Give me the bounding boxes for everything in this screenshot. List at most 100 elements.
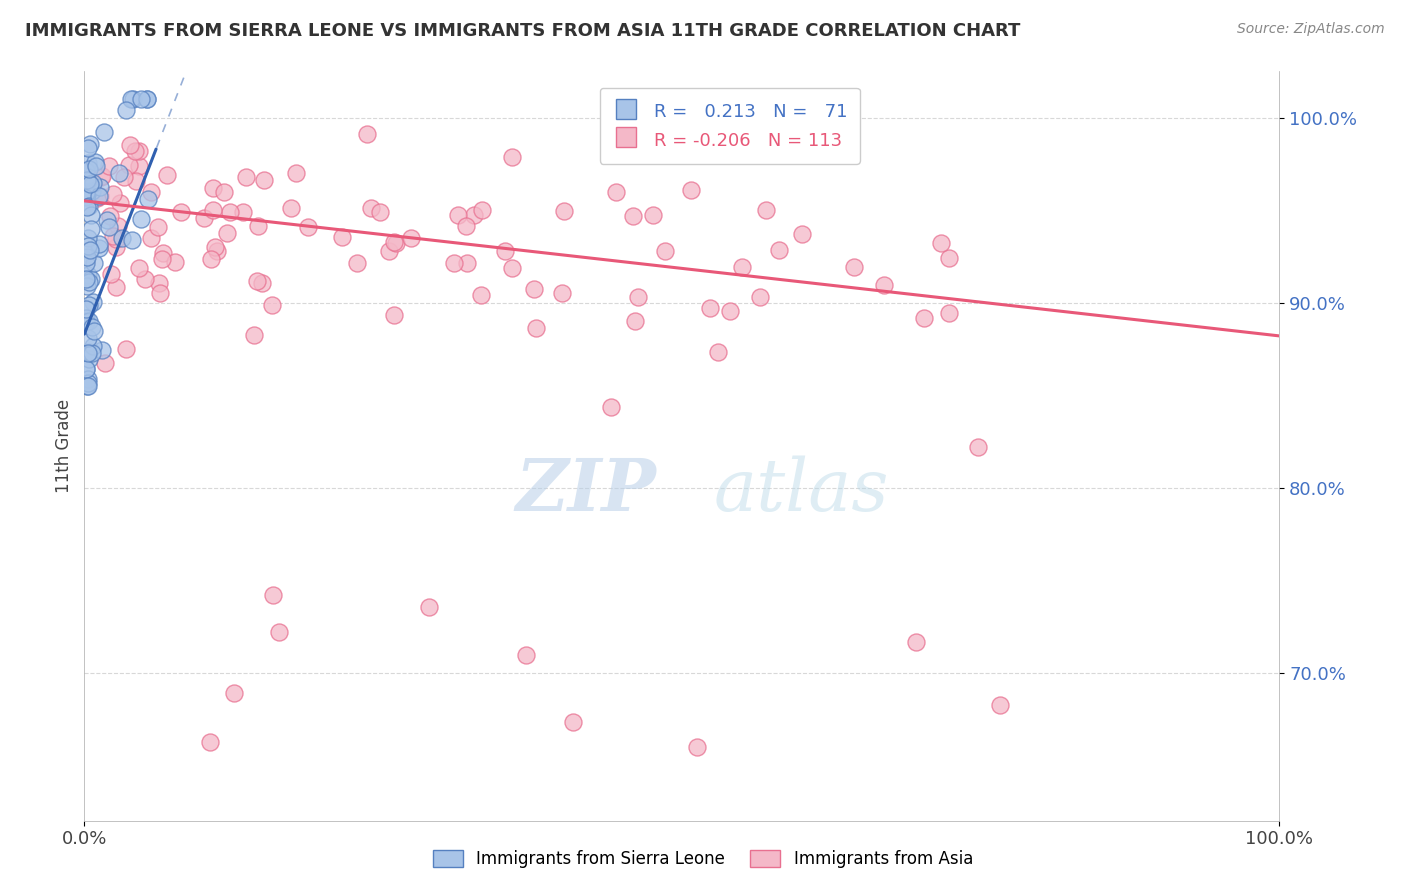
Point	[121, 92, 143, 106]
Point	[768, 243, 790, 257]
Point	[454, 219, 477, 233]
Point	[621, 209, 644, 223]
Point	[75, 315, 97, 329]
Point	[501, 150, 523, 164]
Point	[97, 220, 120, 235]
Point	[76, 268, 98, 283]
Point	[118, 158, 141, 172]
Point	[938, 306, 960, 320]
Point	[82, 294, 104, 309]
Point	[346, 256, 368, 270]
Point	[80, 209, 103, 223]
Point	[128, 159, 150, 173]
Point	[77, 141, 100, 155]
Point	[360, 201, 382, 215]
Point	[77, 155, 100, 169]
Point	[75, 186, 97, 200]
Point	[250, 276, 273, 290]
Point	[280, 201, 302, 215]
Point	[76, 346, 98, 360]
Text: Source: ZipAtlas.com: Source: ZipAtlas.com	[1237, 22, 1385, 37]
Point	[75, 186, 97, 200]
Point	[76, 279, 98, 293]
Text: atlas: atlas	[714, 456, 889, 526]
Point	[463, 208, 485, 222]
Point	[89, 189, 111, 203]
Point	[284, 166, 307, 180]
Point	[418, 600, 440, 615]
Point	[382, 308, 405, 322]
Point	[111, 231, 134, 245]
Point	[136, 92, 159, 106]
Point	[205, 244, 228, 259]
Point	[75, 361, 97, 376]
Point	[79, 178, 101, 192]
Point	[120, 92, 142, 106]
Point	[77, 231, 100, 245]
Point	[82, 176, 104, 190]
Point	[97, 159, 120, 173]
Point	[938, 251, 960, 265]
Point	[699, 301, 721, 315]
Point	[551, 285, 574, 300]
Point	[83, 324, 105, 338]
Text: IMMIGRANTS FROM SIERRA LEONE VS IMMIGRANTS FROM ASIA 11TH GRADE CORRELATION CHAR: IMMIGRANTS FROM SIERRA LEONE VS IMMIGRAN…	[25, 22, 1021, 40]
Point	[104, 280, 127, 294]
Point	[627, 290, 650, 304]
Point	[718, 304, 741, 318]
Point	[75, 164, 97, 178]
Point	[80, 272, 103, 286]
Point	[262, 588, 284, 602]
Point	[77, 198, 100, 212]
Point	[91, 169, 114, 183]
Point	[260, 298, 283, 312]
Point	[219, 205, 242, 219]
Point	[193, 211, 215, 225]
Point	[129, 211, 152, 226]
Point	[904, 634, 927, 648]
Point	[80, 222, 103, 236]
Point	[79, 244, 101, 258]
Point	[243, 327, 266, 342]
Point	[152, 245, 174, 260]
Point	[356, 128, 378, 142]
Point	[75, 185, 97, 199]
Point	[202, 203, 225, 218]
Point	[253, 173, 276, 187]
Point	[87, 189, 110, 203]
Point	[681, 183, 703, 197]
Point	[873, 277, 896, 292]
Point	[75, 272, 97, 286]
Point	[246, 275, 269, 289]
Point	[129, 92, 152, 106]
Point	[80, 346, 103, 360]
Point	[600, 400, 623, 414]
Point	[75, 362, 97, 376]
Point	[515, 648, 537, 662]
Point	[124, 144, 146, 158]
Point	[522, 282, 544, 296]
Point	[553, 204, 575, 219]
Point	[456, 256, 478, 270]
Point	[76, 173, 98, 187]
Point	[76, 200, 98, 214]
Point	[235, 169, 257, 184]
Point	[93, 125, 115, 139]
Point	[75, 190, 97, 204]
Point	[204, 240, 226, 254]
Point	[77, 372, 100, 386]
Point	[84, 154, 107, 169]
Point	[87, 237, 110, 252]
Point	[90, 170, 112, 185]
Point	[562, 715, 585, 730]
Point	[966, 440, 988, 454]
Point	[624, 314, 647, 328]
Point	[146, 220, 169, 235]
Point	[87, 241, 110, 255]
Point	[643, 208, 665, 222]
Point	[929, 235, 952, 250]
Point	[80, 184, 103, 198]
Point	[605, 185, 627, 199]
Point	[101, 229, 124, 244]
Point	[94, 356, 117, 370]
